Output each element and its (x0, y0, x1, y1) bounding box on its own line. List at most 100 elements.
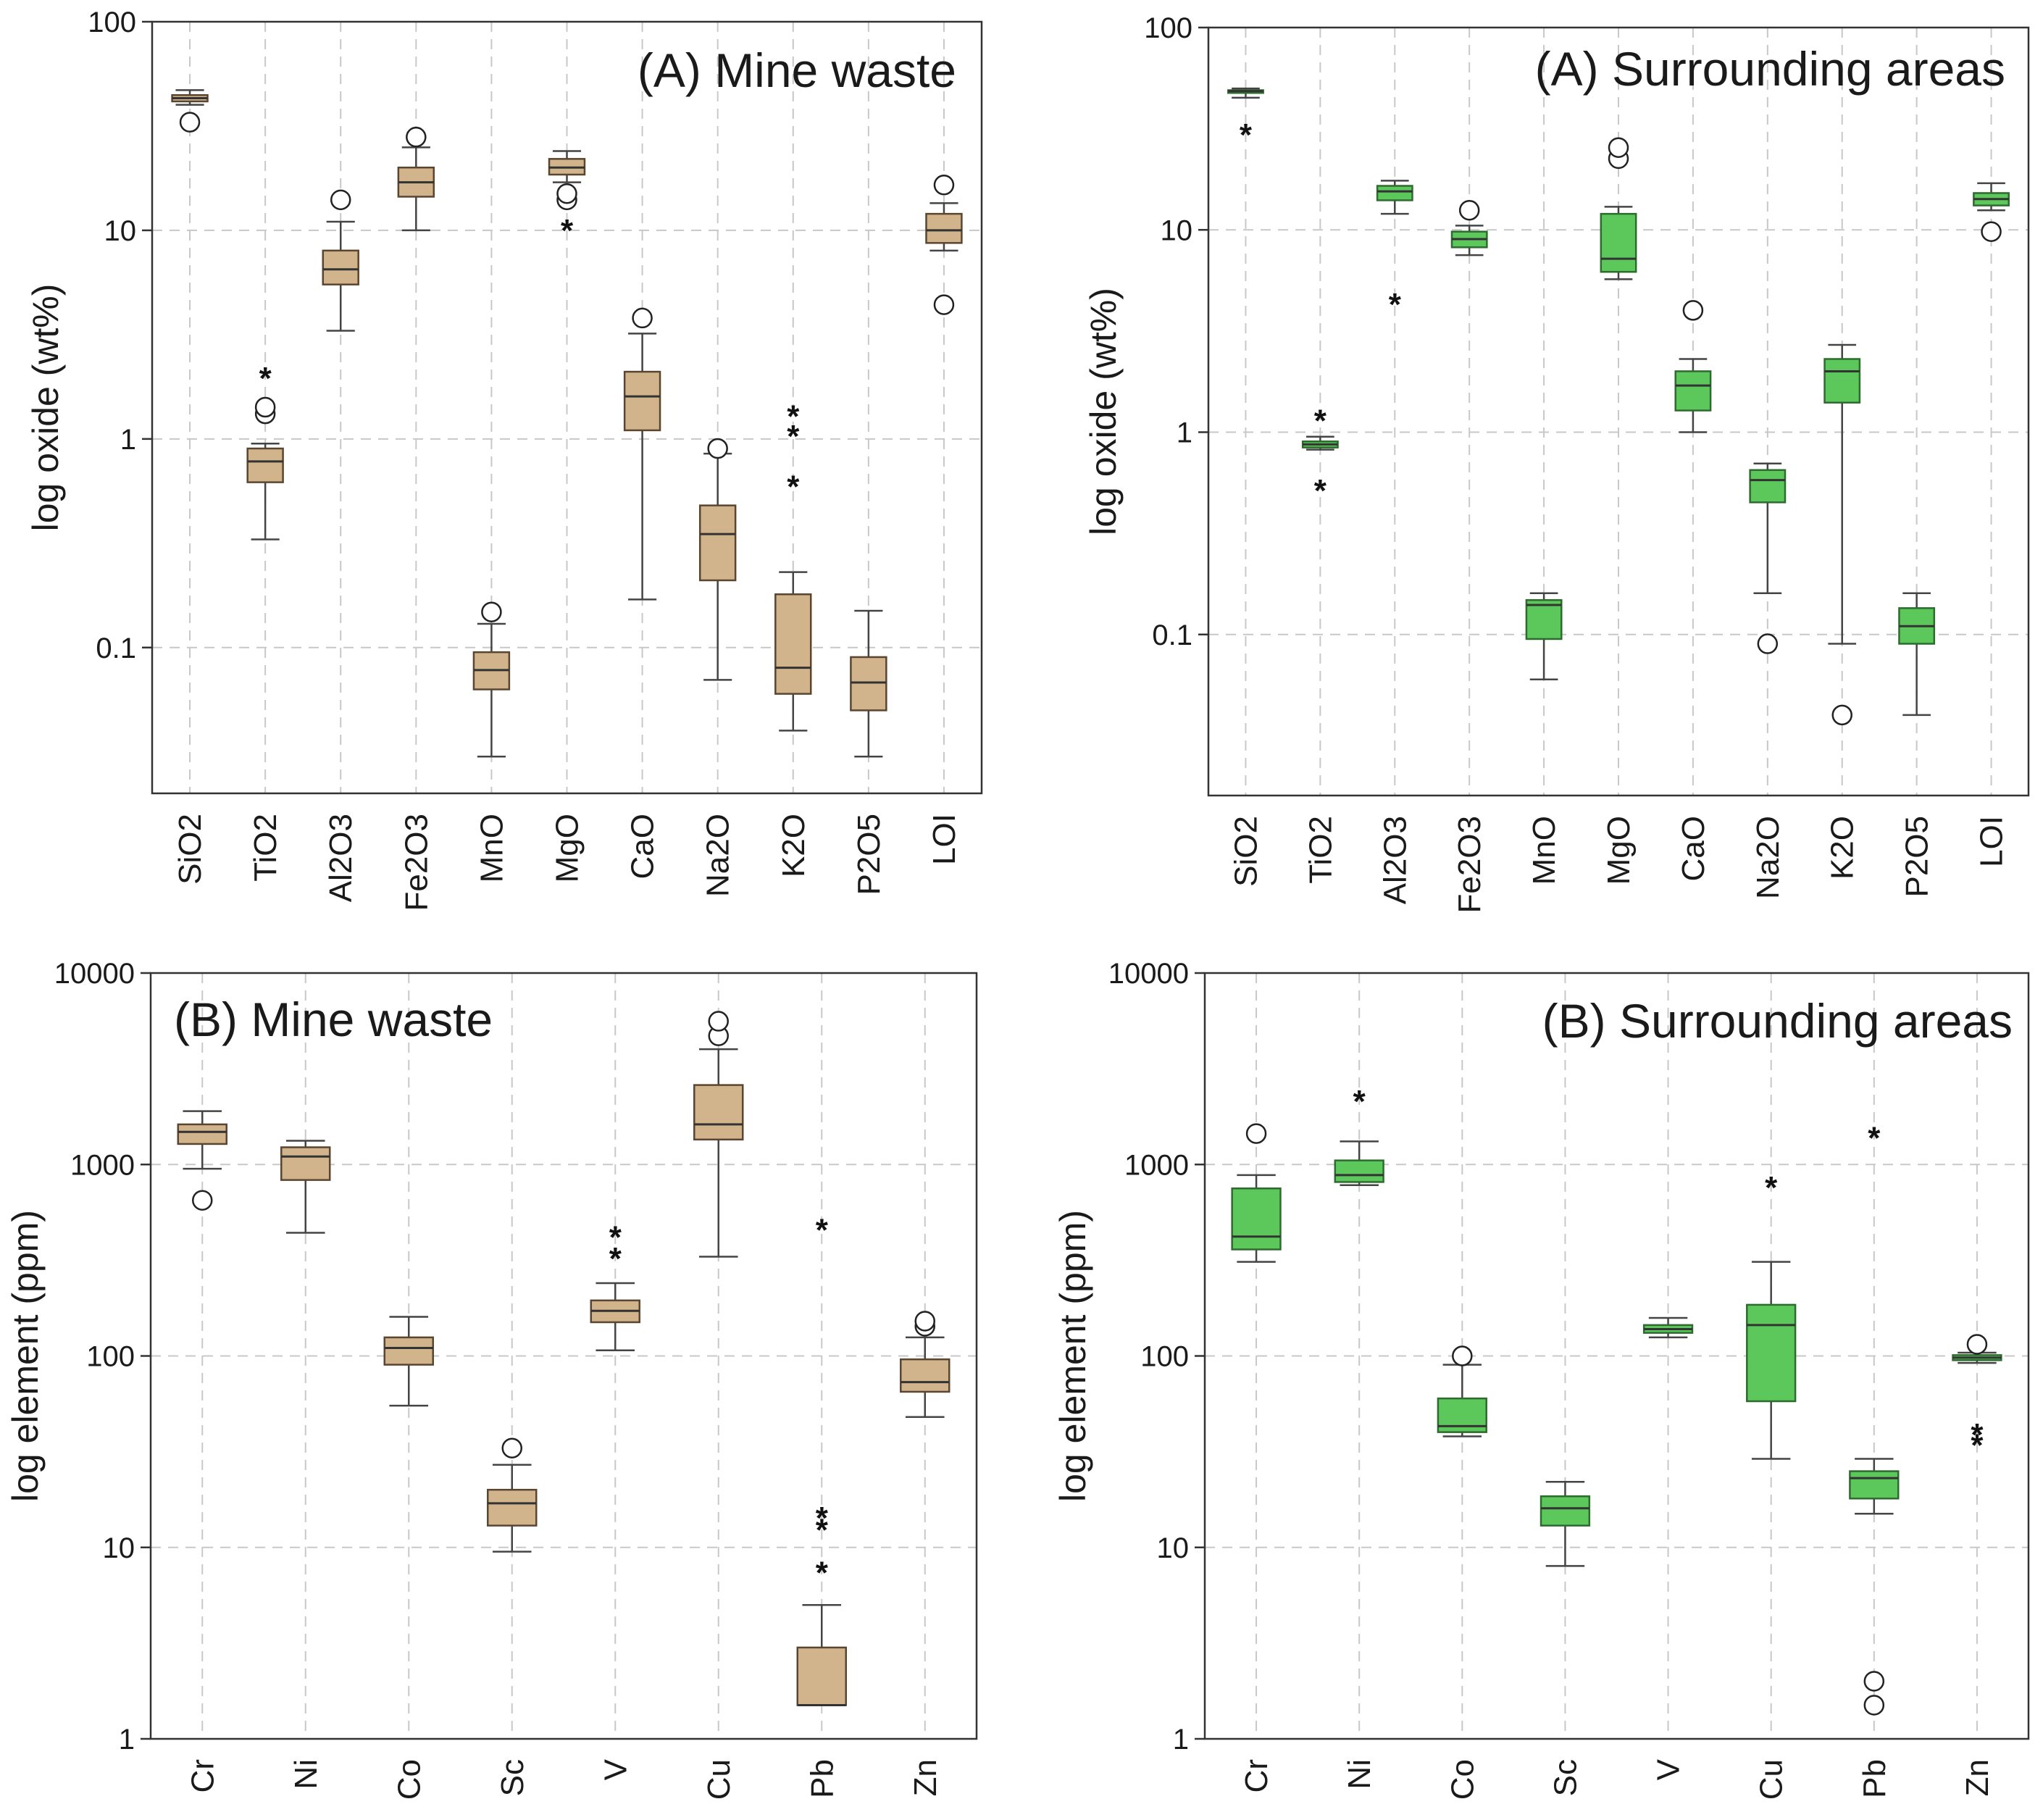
outlier-marker (501, 1437, 522, 1458)
box-co (383, 1316, 434, 1407)
x-tick-label: Sc (495, 1759, 530, 1796)
iqr-box (1231, 1187, 1282, 1251)
box-tio2: * (246, 361, 284, 540)
iqr-box (1376, 185, 1413, 201)
extreme-marker: * (609, 1241, 622, 1277)
outlier-marker (933, 175, 955, 196)
x-tick-label: V (1651, 1758, 1687, 1780)
x-tick-label: LOI (927, 814, 962, 865)
x-tick-label: Fe2O3 (398, 814, 434, 911)
x-tick-label: Sc (1547, 1759, 1583, 1796)
box-mno (1525, 592, 1563, 680)
iqr-box (246, 447, 284, 483)
box-zn (900, 1311, 951, 1418)
x-tick-label: K2O (776, 814, 811, 877)
iqr-box (1600, 212, 1637, 273)
iqr-box (280, 1146, 331, 1181)
box-fe2o3 (397, 126, 435, 232)
box-k2o (1823, 343, 1861, 726)
x-tick-label: CaO (625, 814, 661, 879)
y-tick-label: 100 (88, 7, 136, 38)
extreme-marker: * (816, 1513, 829, 1548)
x-tick-label: MgO (550, 814, 585, 882)
outlier-marker (481, 601, 502, 622)
extreme-marker: * (1389, 287, 1402, 322)
extreme-marker: * (1971, 1417, 1984, 1453)
outlier-marker (330, 189, 351, 211)
box-k2o: *** (774, 398, 812, 732)
box-na2o (698, 438, 737, 681)
y-tick-label: 1000 (1124, 1149, 1189, 1181)
outlier-marker (192, 1190, 213, 1211)
x-tick-label: LOI (1974, 816, 2010, 867)
box-mno (472, 601, 511, 758)
x-tick-label: Pb (804, 1759, 840, 1798)
iqr-box (1674, 370, 1712, 412)
iqr-box (925, 212, 963, 244)
outlier-marker (933, 294, 955, 315)
extreme-marker: * (787, 398, 800, 434)
extreme-marker: * (1240, 117, 1253, 153)
outlier-marker (1682, 300, 1704, 321)
outlier-marker (707, 438, 728, 459)
extreme-marker: * (1868, 1121, 1881, 1156)
box-tio2: ** (1301, 403, 1339, 509)
extreme-marker: * (1765, 1170, 1778, 1206)
outlier-marker (406, 126, 427, 148)
x-tick-label: SiO2 (1228, 816, 1263, 887)
outlier-marker (556, 183, 577, 204)
box-al2o3 (322, 189, 359, 332)
outlier-marker (1966, 1334, 1988, 1355)
panel-title: (A) Surrounding areas (1535, 42, 2005, 96)
outlier-marker (1452, 1345, 1473, 1366)
box-mgo (1600, 137, 1637, 280)
box-cu (693, 1011, 744, 1258)
y-tick-label: 100 (1144, 12, 1192, 44)
box-cao (623, 307, 661, 601)
extreme-marker: * (787, 419, 800, 454)
x-tick-label: Cr (185, 1759, 220, 1792)
y-tick-label: 1 (1173, 1724, 1189, 1756)
box-loi (925, 175, 963, 315)
x-tick-label: Pb (1857, 1759, 1892, 1798)
x-tick-label: SiO2 (172, 814, 208, 885)
iqr-box (900, 1358, 951, 1393)
iqr-box (850, 656, 887, 711)
box-cao (1674, 300, 1712, 433)
x-tick-label: Co (391, 1759, 427, 1800)
y-tick-label: 1000 (70, 1149, 135, 1181)
iqr-box (693, 1084, 744, 1141)
panel-title: (A) Mine waste (638, 43, 956, 97)
extreme-marker: * (816, 1555, 829, 1590)
plot-frame (1203, 972, 2030, 1740)
iqr-box (487, 1488, 538, 1527)
extreme-marker: * (816, 1500, 829, 1536)
iqr-box (774, 593, 812, 695)
y-axis-title: log element (ppm) (1053, 1210, 1093, 1502)
box-zn: ** (1952, 1334, 2002, 1464)
x-tick-label: Cu (701, 1759, 737, 1800)
box-pb: **** (796, 1212, 847, 1706)
box-ni (280, 1140, 331, 1234)
x-tick-label: K2O (1825, 816, 1860, 880)
outlier-marker (254, 396, 276, 418)
y-axis-title: log oxide (wt%) (1083, 288, 1124, 535)
outlier-marker (1863, 1671, 1885, 1692)
iqr-box (796, 1646, 847, 1706)
box-cu: * (1746, 1170, 1797, 1460)
box-p2o5 (850, 609, 887, 758)
iqr-box (177, 1123, 227, 1145)
plot-frame (149, 972, 978, 1740)
iqr-box (1539, 1495, 1591, 1527)
y-axis-title: log element (ppm) (5, 1210, 46, 1502)
extreme-marker: * (259, 361, 272, 396)
box-al2o3: * (1376, 180, 1413, 322)
panel-title: (B) Mine waste (174, 993, 493, 1046)
y-tick-label: 0.1 (96, 633, 136, 664)
y-tick-label: 10 (1161, 214, 1193, 246)
iqr-box (1849, 1470, 1900, 1500)
